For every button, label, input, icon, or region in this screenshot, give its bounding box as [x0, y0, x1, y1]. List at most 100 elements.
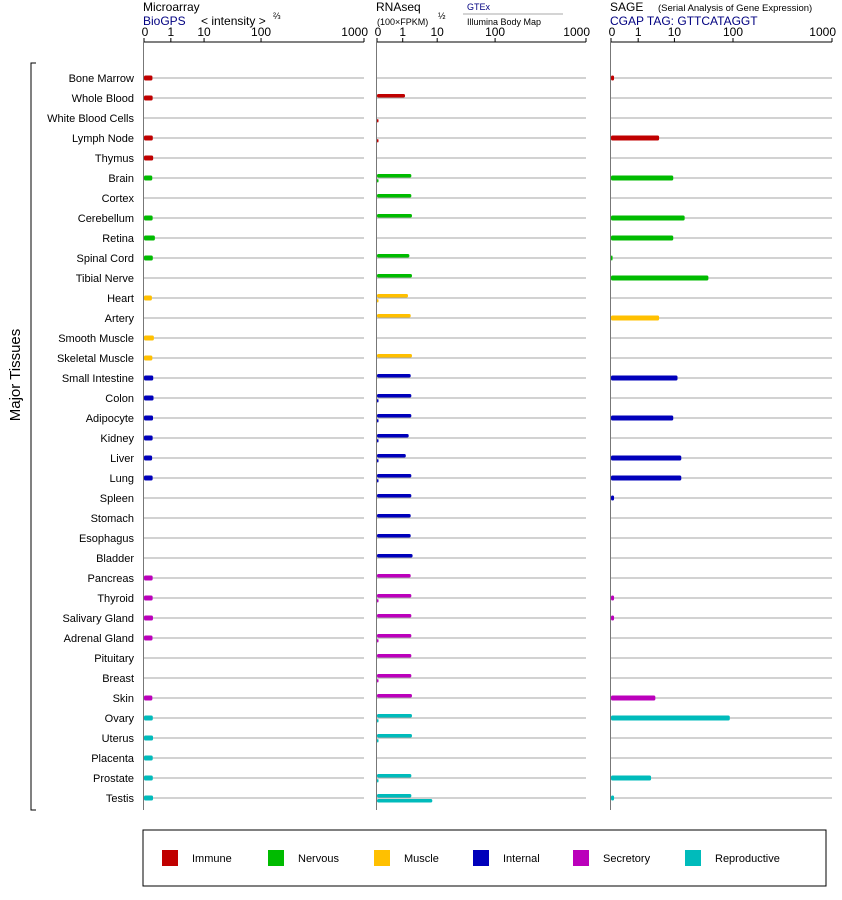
- tissue-label: Testis: [106, 793, 135, 805]
- bar-gtex: [377, 534, 411, 538]
- bar-illumina: [377, 719, 379, 723]
- bar-sage: [611, 795, 615, 801]
- bar-microarray: [144, 155, 154, 161]
- scale-label: < intensity >: [201, 14, 266, 28]
- tissue-label: Pancreas: [88, 573, 135, 585]
- bar-microarray: [144, 595, 153, 601]
- bar-gtex: [377, 274, 412, 278]
- bar-gtex: [377, 194, 412, 198]
- panel-sage: SAGE (Serial Analysis of Gene Expression)…: [609, 0, 836, 810]
- bar-microarray: [144, 415, 154, 421]
- tissue-label: Breast: [102, 673, 134, 685]
- tissue-label: Ovary: [105, 713, 135, 725]
- tissue-label: Placenta: [91, 753, 135, 765]
- panel-title: Microarray: [143, 0, 200, 14]
- bar-gtex: [377, 654, 412, 658]
- bar-illumina: [377, 639, 379, 643]
- bar-gtex: [377, 694, 412, 698]
- bar-illumina: [377, 479, 379, 483]
- legend-swatch: [268, 850, 284, 866]
- bar-sage: [611, 775, 652, 781]
- bar-illumina: [377, 179, 379, 183]
- bar-gtex: [377, 254, 410, 258]
- bar-sage: [611, 75, 615, 81]
- x-tick-label: 1: [167, 25, 174, 39]
- bar-microarray: [144, 135, 153, 141]
- tissue-label: Retina: [102, 233, 135, 245]
- x-tick-label: 100: [485, 25, 505, 39]
- bar-microarray: [144, 335, 154, 341]
- tissue-label: Esophagus: [79, 533, 135, 545]
- bar-sage: [611, 275, 709, 281]
- panel-subtitle-note: (Serial Analysis of Gene Expression): [658, 3, 812, 14]
- tissue-label: Bone Marrow: [69, 73, 134, 85]
- bar-gtex: [377, 514, 411, 518]
- bar-microarray: [144, 375, 154, 381]
- x-tick-label: 1000: [341, 25, 368, 39]
- bar-gtex: [377, 394, 412, 398]
- tissue-label: Skeletal Muscle: [57, 353, 134, 365]
- legend: Immune Nervous Muscle Internal Secretory Repr…: [162, 850, 780, 866]
- bar-gtex: [377, 494, 412, 498]
- x-tick-label: 0: [375, 25, 382, 39]
- panel-subtitle: BioGPS: [143, 14, 186, 28]
- tissue-label: Thyroid: [97, 593, 134, 605]
- bar-gtex: [377, 734, 412, 738]
- bar-microarray: [144, 235, 155, 241]
- bar-gtex: [377, 594, 412, 598]
- tissue-label: Lymph Node: [72, 133, 134, 145]
- source-b-label: Illumina Body Map: [467, 17, 541, 27]
- bar-gtex: [377, 354, 412, 358]
- x-tick-label: 1: [635, 25, 642, 39]
- tissue-label: Liver: [110, 453, 134, 465]
- bar-sage: [611, 175, 674, 181]
- tissue-label: Whole Blood: [72, 93, 134, 105]
- bar-microarray: [144, 455, 153, 461]
- legend-swatch: [162, 850, 178, 866]
- panel-subtitle: (100×FPKM): [377, 17, 428, 27]
- tissue-label: Spinal Cord: [77, 253, 134, 265]
- tissue-label: Adipocyte: [86, 413, 134, 425]
- legend-swatch: [473, 850, 489, 866]
- bar-illumina: [377, 299, 379, 303]
- tissue-label: Cortex: [102, 193, 135, 205]
- bar-microarray: [144, 255, 153, 261]
- bar-sage: [611, 615, 615, 621]
- panel-rnaseq: RNAseq (100×FPKM) ½ GTEx Illumina Body Map 0 1…: [375, 0, 590, 810]
- tissue-label: Thymus: [95, 153, 135, 165]
- bar-illumina: [377, 679, 379, 683]
- bar-gtex: [377, 454, 406, 458]
- tissue-label: Brain: [108, 173, 134, 185]
- bar-gtex: [377, 414, 412, 418]
- tissue-label: Skin: [113, 693, 134, 705]
- bar-microarray: [144, 575, 153, 581]
- bar-illumina: [377, 439, 379, 443]
- bar-illumina: [377, 739, 379, 743]
- major-tissues-bracket: [30, 62, 36, 811]
- bar-microarray: [144, 95, 153, 101]
- bar-illumina: [377, 399, 379, 403]
- tissue-label: Adrenal Gland: [64, 633, 134, 645]
- tissue-label: Cerebellum: [78, 213, 134, 225]
- bar-microarray: [144, 435, 153, 441]
- bar-microarray: [144, 775, 153, 781]
- tissue-label: Pituitary: [94, 653, 134, 665]
- tissue-labels: Bone Marrow Whole Blood White Blood Cells L…: [47, 73, 135, 805]
- legend-label: Muscle: [404, 853, 439, 865]
- bar-sage: [611, 695, 656, 701]
- bar-microarray: [144, 215, 153, 221]
- x-tick-label: 100: [723, 25, 743, 39]
- bar-gtex: [377, 714, 412, 718]
- x-tick-label: 1: [399, 25, 406, 39]
- bar-gtex: [377, 574, 411, 578]
- tissue-label: Stomach: [91, 513, 134, 525]
- bar-sage: [611, 375, 678, 381]
- tissue-label: Heart: [107, 293, 134, 305]
- tissue-label: Spleen: [100, 493, 134, 505]
- tissue-label: Smooth Muscle: [58, 333, 134, 345]
- bar-illumina: [377, 139, 379, 143]
- panel-title: SAGE: [610, 0, 643, 14]
- bar-gtex: [377, 614, 412, 618]
- bar-microarray: [144, 795, 154, 801]
